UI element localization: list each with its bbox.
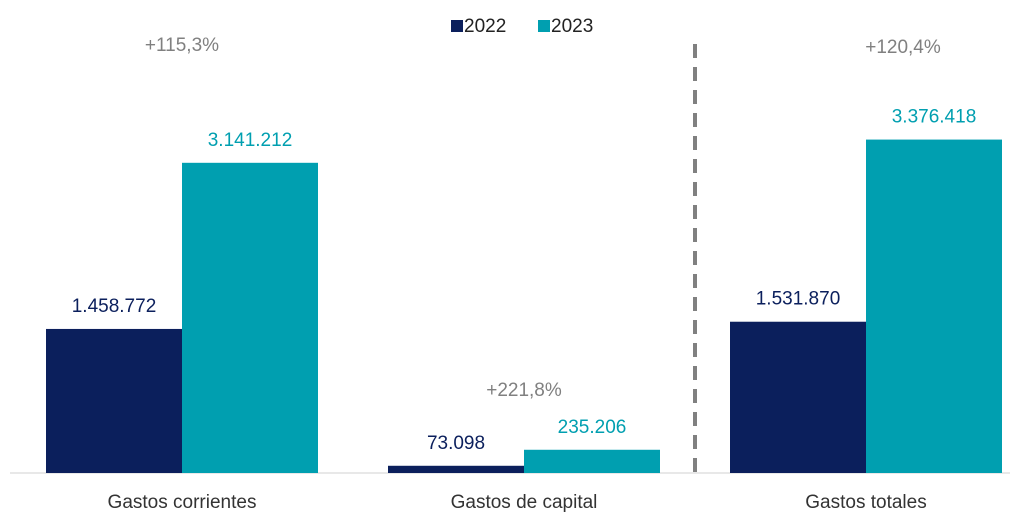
- annotation: +120,4%: [865, 37, 941, 58]
- legend-swatch: [538, 20, 550, 32]
- bar: [866, 139, 1002, 473]
- legend-swatch: [451, 20, 463, 32]
- legend-label: 2023: [551, 16, 593, 37]
- data-label: 1.531.870: [756, 289, 841, 310]
- annotation: +115,3%: [145, 35, 219, 56]
- bar: [182, 162, 318, 474]
- bar: [524, 449, 660, 473]
- annotation: +221,8%: [486, 380, 562, 401]
- data-label: 235.206: [558, 417, 627, 438]
- x-tick-label: Gastos totales: [805, 492, 926, 513]
- data-label: 1.458.772: [72, 296, 157, 317]
- bar: [388, 465, 524, 473]
- bar: [730, 321, 866, 473]
- data-label: 3.376.418: [892, 107, 977, 128]
- x-tick-label: Gastos corrientes: [108, 492, 257, 513]
- data-label: 3.141.212: [208, 130, 293, 151]
- data-label: 73.098: [427, 433, 485, 454]
- bar: [46, 328, 182, 473]
- x-tick-label: Gastos de capital: [451, 492, 598, 513]
- legend-label: 2022: [464, 16, 506, 37]
